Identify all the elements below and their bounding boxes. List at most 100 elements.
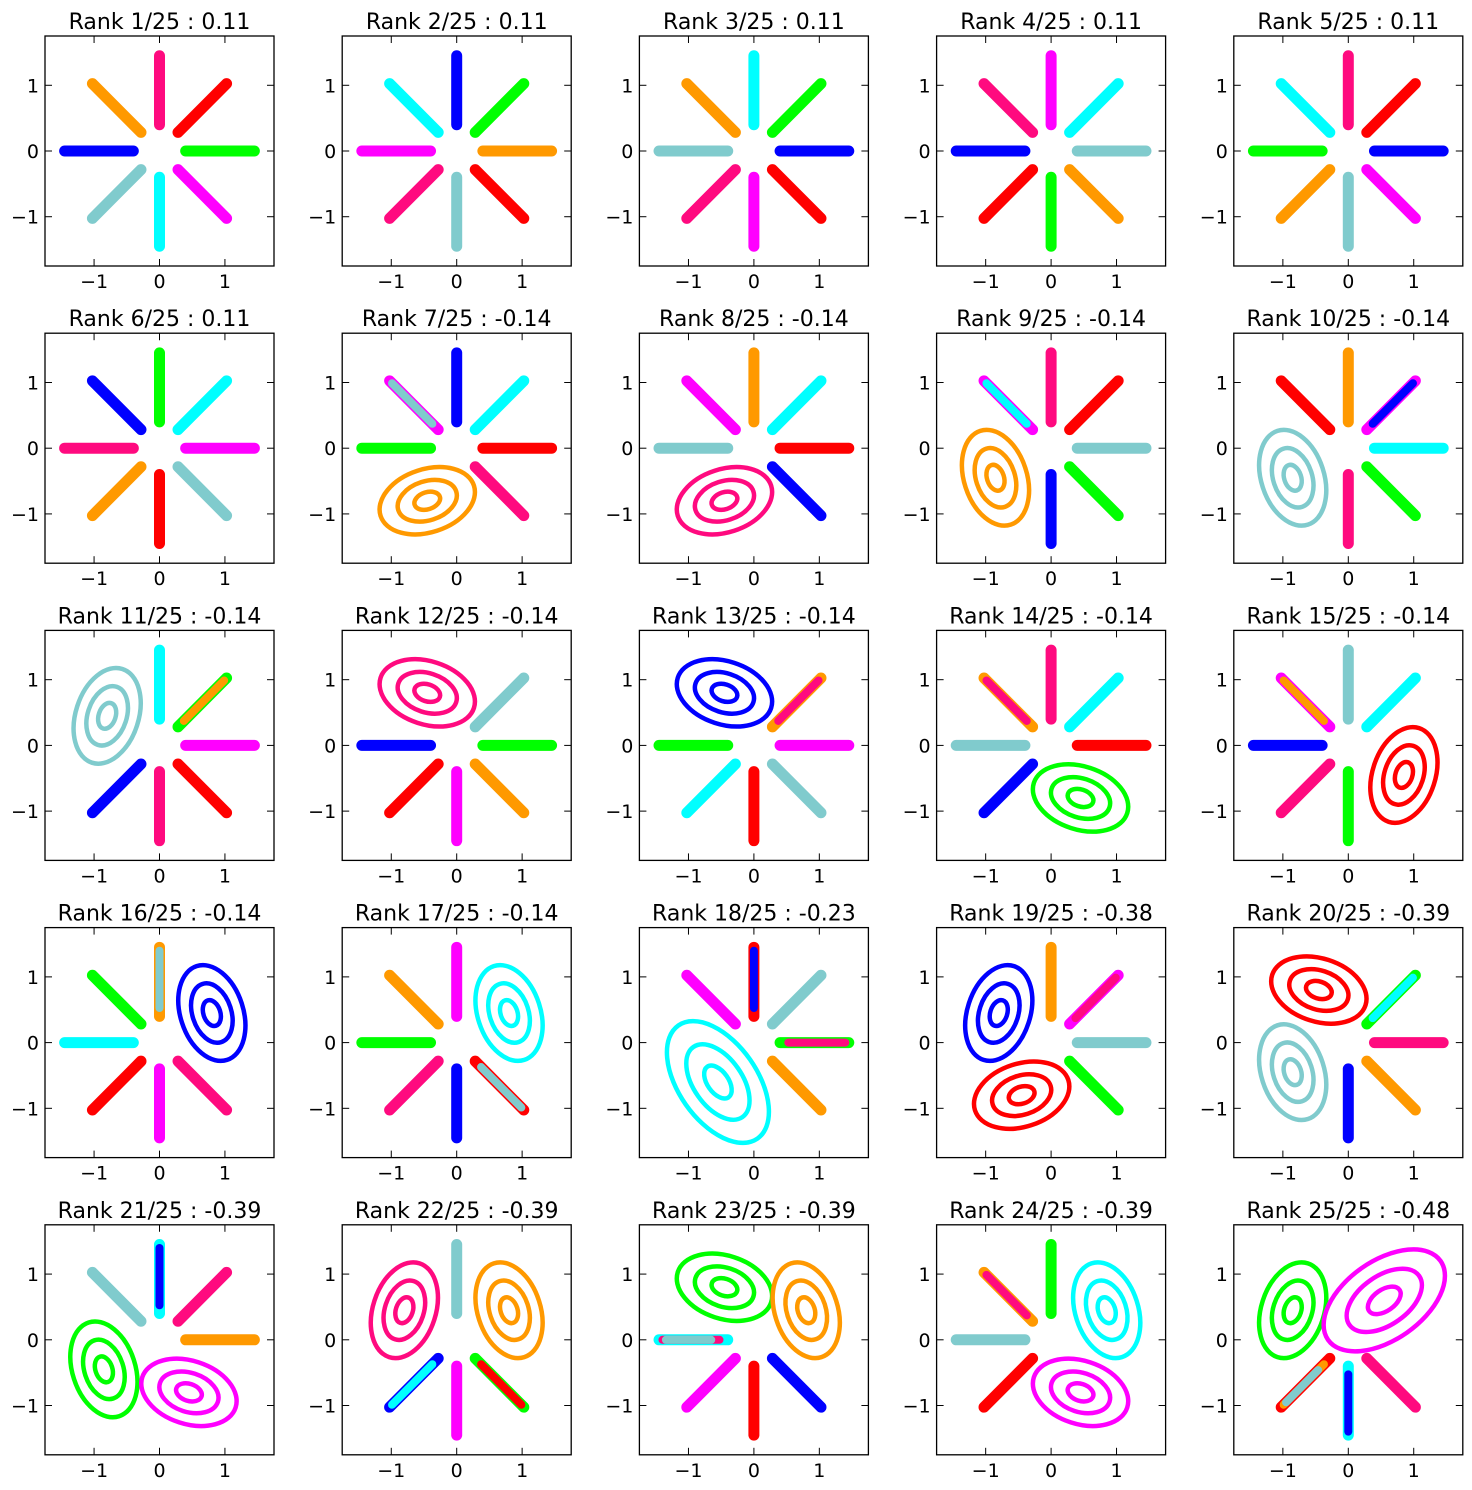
x-tick-label: −1 bbox=[972, 271, 1000, 293]
spoke-5-c6 bbox=[1275, 164, 1336, 224]
x-tick-label: 1 bbox=[813, 865, 825, 887]
x-tick-label: 0 bbox=[1342, 271, 1354, 293]
blob-0-ring-1 bbox=[975, 981, 1022, 1045]
y-tick-label: 0 bbox=[1216, 438, 1228, 460]
subplot-title: Rank 7/25 : -0.14 bbox=[362, 307, 552, 332]
blob-0-ring-1 bbox=[486, 1278, 533, 1343]
blob-1-ring-2 bbox=[173, 1381, 205, 1404]
subplot-6: −1 0 1 1 0 −1 Rank 6/25 : 0.11 bbox=[11, 307, 275, 590]
subplot-title: Rank 20/25 : -0.39 bbox=[1246, 902, 1450, 927]
blob-0-ring-1 bbox=[972, 445, 1019, 510]
subplot-19: −1 0 1 1 0 −1 Rank 19/25 : -0.38 bbox=[903, 902, 1167, 1185]
plot-area bbox=[1256, 1247, 1448, 1441]
y-tick-label: 0 bbox=[324, 1330, 336, 1352]
blob-1-ring-0 bbox=[139, 1356, 239, 1429]
x-tick-label: 1 bbox=[1408, 271, 1420, 293]
spoke-1-c3 bbox=[469, 375, 530, 436]
y-tick-label: 0 bbox=[324, 438, 336, 460]
subplot-title: Rank 2/25 : 0.11 bbox=[366, 10, 548, 35]
y-tick-label: 1 bbox=[27, 372, 39, 394]
x-tick-label: 1 bbox=[516, 1163, 528, 1185]
x-tick-label: −1 bbox=[972, 1163, 1000, 1185]
y-tick-label: −1 bbox=[605, 801, 633, 823]
x-tick-label: −1 bbox=[377, 1163, 405, 1185]
x-tick-label: 1 bbox=[813, 568, 825, 590]
spoke-1-c7 bbox=[172, 1266, 233, 1327]
blob-0-ring-0 bbox=[71, 665, 143, 766]
spoke-1-c3 bbox=[1368, 973, 1417, 1023]
subplot-8: −1 0 1 1 0 −1 Rank 8/25 : -0.14 bbox=[605, 307, 870, 590]
x-tick-label: 0 bbox=[1342, 568, 1354, 590]
blob-1-ring-2 bbox=[1281, 1056, 1304, 1088]
plot-area bbox=[356, 50, 558, 252]
y-tick-label: −1 bbox=[308, 207, 336, 229]
subplot-24: −1 0 1 1 0 −1 Rank 24/25 : -0.39 bbox=[903, 1199, 1167, 1482]
plot-area bbox=[356, 656, 558, 847]
y-tick-label: 1 bbox=[621, 670, 633, 692]
blob-0-ring-0 bbox=[664, 1018, 772, 1146]
subplot-title: Rank 23/25 : -0.39 bbox=[652, 1199, 856, 1224]
spoke-3-c3 bbox=[1275, 78, 1336, 138]
x-tick-label: −1 bbox=[674, 865, 702, 887]
blob-1-ring-1 bbox=[1269, 1040, 1316, 1105]
y-tick-label: −1 bbox=[11, 504, 39, 526]
spoke-3-c7 bbox=[978, 78, 1039, 138]
spoke-5-c5 bbox=[1282, 1366, 1323, 1407]
spoke-7-c7 bbox=[1361, 1352, 1421, 1413]
blob-0-ring-0 bbox=[674, 656, 775, 729]
x-tick-label: 0 bbox=[153, 865, 165, 887]
subplot-title: Rank 11/25 : -0.14 bbox=[58, 604, 262, 629]
x-tick-label: 0 bbox=[748, 568, 760, 590]
spoke-5-c7 bbox=[1275, 758, 1336, 819]
plot-area bbox=[959, 347, 1152, 549]
spoke-3-c1 bbox=[86, 969, 147, 1030]
spoke-5-c3 bbox=[388, 1360, 437, 1409]
subplot-4: −1 0 1 1 0 −1 Rank 4/25 : 0.11 bbox=[903, 10, 1167, 293]
spoke-7-c5 bbox=[172, 461, 233, 522]
x-tick-label: 1 bbox=[219, 1163, 231, 1185]
y-tick-label: −1 bbox=[11, 1098, 39, 1120]
x-tick-label: 0 bbox=[153, 271, 165, 293]
subplot-1: −1 0 1 1 0 −1 Rank 1/25 : 0.11 bbox=[11, 10, 275, 293]
x-tick-label: 0 bbox=[153, 1163, 165, 1185]
y-tick-label: 0 bbox=[27, 735, 39, 757]
x-tick-label: 1 bbox=[1110, 271, 1122, 293]
y-tick-label: 1 bbox=[324, 372, 336, 394]
spoke-7-c2 bbox=[766, 164, 827, 224]
plot-area bbox=[59, 941, 248, 1144]
y-tick-label: 1 bbox=[919, 75, 931, 97]
y-tick-label: 1 bbox=[621, 967, 633, 989]
x-tick-label: 0 bbox=[1342, 865, 1354, 887]
y-tick-label: −1 bbox=[605, 207, 633, 229]
y-tick-label: 0 bbox=[1216, 735, 1228, 757]
y-tick-label: 1 bbox=[27, 670, 39, 692]
plot-area bbox=[1247, 50, 1449, 252]
blob-1-ring-1 bbox=[783, 1278, 830, 1343]
blob-0-ring-2 bbox=[1065, 786, 1096, 810]
subplot-title: Rank 21/25 : -0.39 bbox=[58, 1199, 262, 1224]
spoke-7-c4 bbox=[172, 164, 233, 224]
y-tick-label: −1 bbox=[11, 1396, 39, 1418]
blob-0-ring-1 bbox=[692, 669, 757, 716]
x-tick-label: 1 bbox=[1110, 568, 1122, 590]
x-tick-label: −1 bbox=[972, 865, 1000, 887]
y-tick-label: −1 bbox=[11, 801, 39, 823]
y-tick-label: 0 bbox=[1216, 141, 1228, 163]
plot-area bbox=[962, 941, 1152, 1132]
spoke-7-c2 bbox=[172, 758, 233, 819]
blob-1-ring-1 bbox=[1344, 1266, 1425, 1335]
blob-0-ring-0 bbox=[959, 427, 1032, 528]
blob-1-ring-1 bbox=[381, 1278, 428, 1343]
subplot-3: −1 0 1 1 0 −1 Rank 3/25 : 0.11 bbox=[605, 10, 870, 293]
y-tick-label: 1 bbox=[621, 75, 633, 97]
y-tick-label: −1 bbox=[1200, 801, 1228, 823]
spoke-7-c6 bbox=[1361, 1055, 1421, 1116]
spoke-5-c7 bbox=[384, 164, 444, 224]
y-tick-label: 1 bbox=[919, 967, 931, 989]
y-tick-label: −1 bbox=[1200, 504, 1228, 526]
spoke-7-c7 bbox=[172, 1055, 233, 1116]
plot-area bbox=[68, 1239, 260, 1429]
subplot-5: −1 0 1 1 0 −1 Rank 5/25 : 0.11 bbox=[1200, 10, 1464, 293]
plot-area bbox=[653, 1251, 843, 1441]
